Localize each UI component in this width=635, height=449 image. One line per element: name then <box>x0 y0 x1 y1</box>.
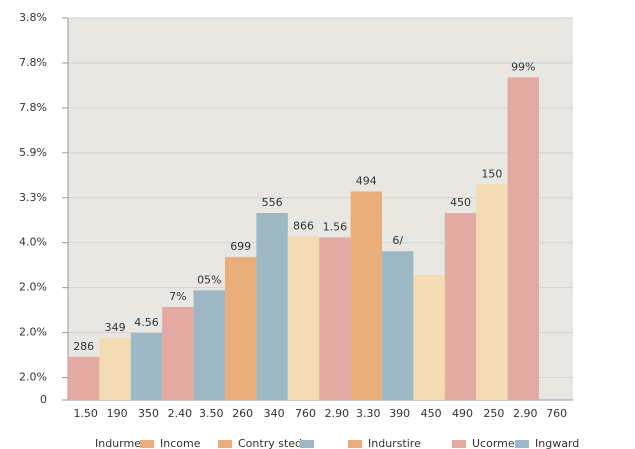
legend-label: Ingward <box>535 437 579 449</box>
y-tick-label: 2.0% <box>19 371 47 384</box>
legend-swatch <box>348 440 362 448</box>
legend-swatch <box>218 440 232 448</box>
legend-swatch <box>140 440 154 448</box>
x-tick-label: 2.90 <box>325 407 350 420</box>
bar-label: 699 <box>230 240 251 253</box>
bar <box>350 191 382 400</box>
bar <box>162 306 194 400</box>
bar <box>193 290 225 400</box>
x-tick-label: 340 <box>264 407 285 420</box>
bar-label: 349 <box>105 321 126 334</box>
y-tick-label: 0 <box>40 393 47 406</box>
legend-swatch <box>515 440 529 448</box>
x-tick-label: 390 <box>389 407 410 420</box>
legend-swatch <box>452 440 466 448</box>
bar <box>444 213 477 400</box>
bar-label: 1.56 <box>323 220 348 233</box>
bar <box>68 356 100 400</box>
bar <box>413 275 445 400</box>
y-tick-label: 3.8% <box>19 11 47 24</box>
legend-label: Ucorme <box>472 437 515 449</box>
x-tick-label: 1.50 <box>73 407 98 420</box>
x-tick-label: 260 <box>232 407 253 420</box>
y-tick-label: 7.8% <box>19 56 47 69</box>
legend-label: Income <box>160 437 201 449</box>
bar-label: 99% <box>511 60 535 73</box>
bar <box>507 77 539 400</box>
bar-label: 494 <box>356 174 377 187</box>
x-tick-label: 760 <box>546 407 567 420</box>
x-tick-label: 3.50 <box>199 407 224 420</box>
y-tick-label: 5.9% <box>19 146 47 159</box>
bar-label: 450 <box>450 196 471 209</box>
x-tick-label: 2.90 <box>513 407 538 420</box>
y-tick-label: 4.0% <box>19 236 47 249</box>
x-tick-label: 190 <box>107 407 128 420</box>
bar-label: 150 <box>481 167 502 180</box>
bar-label: 6/ <box>392 234 403 247</box>
x-tick-label: 490 <box>452 407 473 420</box>
x-tick-label: 2.40 <box>168 407 193 420</box>
y-tick-label: 2.0% <box>19 326 47 339</box>
x-tick-label: 760 <box>295 407 316 420</box>
y-tick-label: 2.0% <box>19 281 47 294</box>
bar <box>319 237 351 400</box>
bar <box>99 337 131 400</box>
bar-label: 286 <box>73 340 94 353</box>
legend-label: Contry sted <box>238 437 302 449</box>
x-tick-label: 3.30 <box>356 407 381 420</box>
bar <box>130 333 163 400</box>
x-tick-label: 450 <box>421 407 442 420</box>
legend-label: Indurme <box>95 437 141 449</box>
x-tick-label: 350 <box>138 407 159 420</box>
x-tick-label: 250 <box>483 407 504 420</box>
bar-label: 556 <box>262 196 283 209</box>
bar <box>287 236 320 400</box>
legend-label: Indurstire <box>368 437 421 449</box>
bar-label: 4.56 <box>134 316 159 329</box>
bar-label: 05% <box>197 273 221 286</box>
bar <box>256 213 288 400</box>
bar-label: 7% <box>169 290 186 303</box>
bar <box>225 257 257 400</box>
bar <box>382 251 414 400</box>
y-tick-label: 7.8% <box>19 101 47 114</box>
bar-label: 866 <box>293 219 314 232</box>
bar <box>476 184 508 400</box>
legend-swatch <box>300 440 314 448</box>
y-tick-label: 3.3% <box>19 191 47 204</box>
